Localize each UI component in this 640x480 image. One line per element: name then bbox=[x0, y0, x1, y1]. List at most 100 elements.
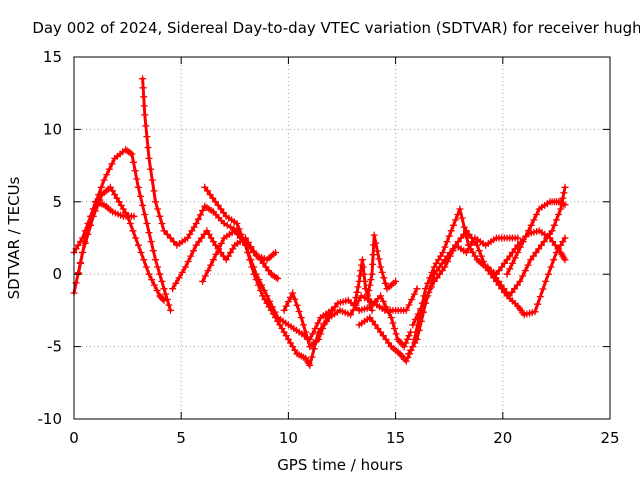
data-point bbox=[513, 281, 521, 289]
data-point bbox=[201, 272, 209, 280]
data-point bbox=[409, 343, 417, 351]
data-point bbox=[304, 335, 312, 343]
data-point bbox=[235, 225, 243, 233]
data-point bbox=[291, 346, 299, 354]
data-point bbox=[209, 256, 217, 264]
data-point bbox=[158, 277, 166, 285]
data-point bbox=[441, 263, 449, 271]
series-track-15 bbox=[351, 256, 376, 314]
y-axis-label: SDTVAR / TECUs bbox=[5, 176, 23, 299]
data-point bbox=[207, 261, 215, 269]
data-point bbox=[547, 263, 555, 271]
data-point bbox=[525, 227, 532, 235]
data-point bbox=[237, 230, 245, 238]
data-point bbox=[150, 187, 158, 195]
data-point bbox=[522, 232, 530, 240]
data-point bbox=[311, 325, 319, 332]
data-point bbox=[175, 274, 183, 282]
data-point bbox=[81, 238, 89, 246]
data-point bbox=[377, 292, 385, 300]
data-point bbox=[250, 247, 258, 255]
data-point bbox=[535, 245, 543, 253]
data-point bbox=[154, 263, 162, 271]
data-point bbox=[280, 306, 288, 314]
data-point bbox=[129, 227, 137, 235]
y-tick-label: -10 bbox=[38, 410, 63, 428]
data-point bbox=[297, 314, 305, 322]
ticks: 0 5 10 15 20 25 -10 -5 0 5 10 15 bbox=[38, 48, 620, 447]
data-point bbox=[317, 330, 325, 338]
data-point bbox=[462, 227, 470, 235]
data-point bbox=[521, 267, 529, 275]
data-point bbox=[154, 205, 162, 213]
data-point bbox=[506, 265, 514, 273]
data-point bbox=[475, 247, 483, 255]
data-point bbox=[159, 295, 167, 303]
data-point bbox=[403, 335, 411, 343]
data-point bbox=[144, 144, 152, 151]
data-point bbox=[433, 274, 441, 282]
x-axis-label: GPS time / hours bbox=[277, 456, 403, 474]
data-point bbox=[152, 256, 159, 264]
data-point bbox=[224, 252, 232, 260]
data-point bbox=[489, 270, 497, 278]
data-point bbox=[382, 303, 390, 311]
data-point bbox=[480, 258, 487, 265]
data-point bbox=[212, 241, 219, 249]
data-point bbox=[372, 239, 380, 247]
data-point bbox=[134, 183, 142, 191]
series-track-9 bbox=[355, 205, 569, 365]
data-point bbox=[357, 267, 365, 275]
data-point bbox=[190, 223, 198, 231]
data-point bbox=[411, 339, 419, 347]
data-point bbox=[492, 274, 500, 282]
data-point bbox=[558, 199, 566, 207]
data-point bbox=[454, 238, 462, 246]
data-point bbox=[289, 343, 297, 351]
data-point bbox=[497, 281, 505, 289]
data-point bbox=[545, 230, 553, 238]
data-point bbox=[405, 332, 413, 340]
data-point bbox=[519, 238, 527, 246]
data-point bbox=[446, 252, 454, 260]
data-layer bbox=[70, 75, 569, 369]
data-point bbox=[503, 270, 511, 278]
series-track-14 bbox=[364, 231, 400, 300]
data-point bbox=[197, 211, 204, 219]
data-point bbox=[430, 277, 438, 285]
data-point bbox=[133, 175, 141, 183]
data-point bbox=[291, 295, 299, 303]
data-point bbox=[143, 133, 151, 141]
data-point bbox=[87, 212, 95, 220]
data-point bbox=[561, 256, 569, 264]
data-point bbox=[308, 353, 316, 361]
data-point bbox=[145, 154, 153, 162]
data-point bbox=[445, 232, 453, 240]
data-point bbox=[379, 297, 387, 305]
data-point bbox=[117, 201, 125, 209]
data-point bbox=[561, 234, 569, 242]
data-point bbox=[369, 260, 377, 268]
data-point bbox=[250, 270, 258, 278]
data-point bbox=[204, 267, 212, 275]
data-point bbox=[530, 216, 538, 224]
data-point bbox=[153, 287, 161, 294]
data-point bbox=[143, 220, 151, 227]
data-point bbox=[392, 330, 400, 338]
data-point bbox=[470, 238, 478, 246]
data-point bbox=[514, 249, 522, 256]
x-tick-label: 10 bbox=[279, 429, 298, 447]
data-point bbox=[379, 332, 387, 340]
data-point bbox=[460, 223, 468, 231]
data-point bbox=[267, 306, 275, 314]
data-point bbox=[111, 191, 119, 199]
data-point bbox=[414, 310, 422, 318]
data-point bbox=[209, 194, 217, 202]
data-point bbox=[156, 270, 164, 278]
data-point bbox=[361, 277, 369, 285]
data-point bbox=[186, 230, 194, 238]
data-point bbox=[244, 249, 252, 256]
data-point bbox=[435, 256, 442, 264]
data-point bbox=[370, 231, 378, 239]
data-point bbox=[293, 301, 301, 309]
